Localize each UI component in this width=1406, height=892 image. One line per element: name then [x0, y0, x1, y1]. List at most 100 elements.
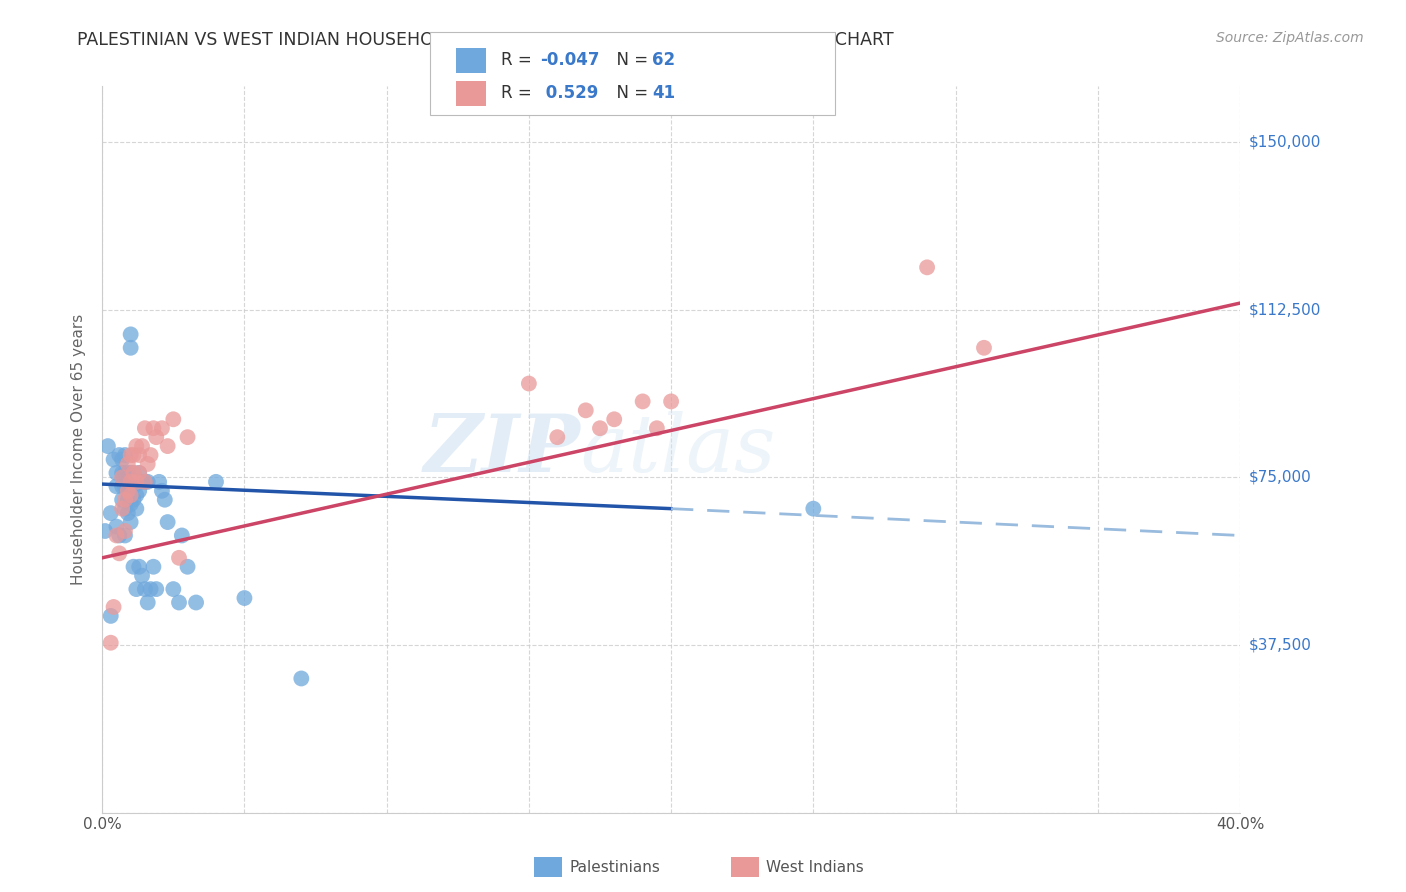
- Point: [114, 524, 136, 538]
- Point: [117, 483, 139, 498]
- Point: [111, 479, 134, 493]
- Point: [105, 528, 128, 542]
- Point: [603, 412, 626, 426]
- Point: [136, 457, 159, 471]
- Point: [801, 501, 824, 516]
- Point: [114, 479, 136, 493]
- Text: Source: ZipAtlas.com: Source: ZipAtlas.com: [1216, 31, 1364, 45]
- Point: [105, 519, 128, 533]
- Point: [122, 448, 145, 462]
- Text: R =: R =: [501, 84, 537, 102]
- Point: [148, 475, 170, 489]
- Y-axis label: Householder Income Over 65 years: Householder Income Over 65 years: [72, 314, 86, 585]
- Point: [128, 559, 150, 574]
- Text: R =: R =: [501, 52, 537, 70]
- Point: [162, 582, 184, 596]
- Text: West Indians: West Indians: [766, 860, 865, 874]
- Point: [94, 524, 117, 538]
- Point: [103, 452, 125, 467]
- Point: [117, 457, 139, 471]
- Point: [122, 479, 145, 493]
- Point: [145, 582, 167, 596]
- Point: [290, 672, 312, 686]
- Point: [139, 582, 162, 596]
- Point: [114, 492, 136, 507]
- Text: $150,000: $150,000: [1249, 135, 1320, 150]
- Point: [134, 475, 156, 489]
- Point: [142, 559, 165, 574]
- Point: [114, 466, 136, 480]
- Point: [117, 506, 139, 520]
- Point: [915, 260, 938, 275]
- Point: [108, 528, 131, 542]
- Point: [145, 430, 167, 444]
- Point: [100, 608, 122, 623]
- Point: [131, 439, 153, 453]
- Point: [111, 470, 134, 484]
- Point: [128, 466, 150, 480]
- Text: N =: N =: [606, 84, 654, 102]
- Point: [205, 475, 228, 489]
- Text: PALESTINIAN VS WEST INDIAN HOUSEHOLDER INCOME OVER 65 YEARS CORRELATION CHART: PALESTINIAN VS WEST INDIAN HOUSEHOLDER I…: [77, 31, 894, 49]
- Point: [184, 595, 207, 609]
- Point: [128, 483, 150, 498]
- Point: [120, 479, 142, 493]
- Point: [122, 466, 145, 480]
- Point: [517, 376, 540, 391]
- Point: [142, 421, 165, 435]
- Point: [156, 515, 179, 529]
- Point: [131, 568, 153, 582]
- Point: [139, 448, 162, 462]
- Point: [120, 515, 142, 529]
- Point: [136, 475, 159, 489]
- Point: [105, 466, 128, 480]
- Text: 62: 62: [652, 52, 675, 70]
- Point: [125, 582, 148, 596]
- Point: [645, 421, 668, 435]
- Point: [120, 475, 142, 489]
- Point: [97, 439, 120, 453]
- Text: Palestinians: Palestinians: [569, 860, 661, 874]
- Point: [131, 475, 153, 489]
- Point: [122, 466, 145, 480]
- Point: [176, 559, 198, 574]
- Point: [120, 327, 142, 342]
- Point: [973, 341, 995, 355]
- Point: [117, 479, 139, 493]
- Point: [128, 448, 150, 462]
- Point: [103, 599, 125, 614]
- Point: [111, 466, 134, 480]
- Point: [162, 412, 184, 426]
- Point: [170, 528, 193, 542]
- Point: [108, 448, 131, 462]
- Point: [167, 595, 190, 609]
- Point: [134, 421, 156, 435]
- Point: [120, 341, 142, 355]
- Point: [156, 439, 179, 453]
- Point: [108, 546, 131, 560]
- Point: [100, 506, 122, 520]
- Point: [117, 492, 139, 507]
- Point: [128, 466, 150, 480]
- Point: [125, 439, 148, 453]
- Point: [233, 591, 256, 605]
- Point: [114, 448, 136, 462]
- Point: [125, 475, 148, 489]
- Text: N =: N =: [606, 52, 654, 70]
- Point: [114, 528, 136, 542]
- Point: [134, 582, 156, 596]
- Point: [120, 497, 142, 511]
- Text: ZIP: ZIP: [423, 410, 581, 488]
- Text: $112,500: $112,500: [1249, 302, 1320, 318]
- Point: [134, 475, 156, 489]
- Point: [589, 421, 612, 435]
- Point: [136, 595, 159, 609]
- Point: [100, 636, 122, 650]
- Text: 41: 41: [652, 84, 675, 102]
- Point: [111, 492, 134, 507]
- Point: [122, 559, 145, 574]
- Point: [120, 448, 142, 462]
- Point: [150, 421, 173, 435]
- Point: [153, 492, 176, 507]
- Point: [167, 550, 190, 565]
